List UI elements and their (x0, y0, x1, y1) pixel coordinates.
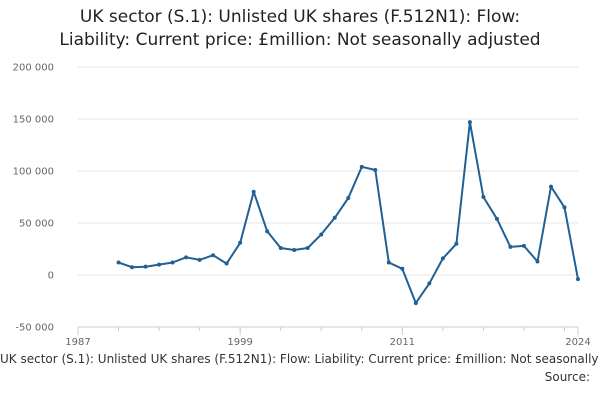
data-point[interactable] (481, 195, 486, 199)
source-label: Source: (544, 370, 590, 384)
data-point[interactable] (332, 215, 337, 220)
data-point[interactable] (251, 189, 256, 194)
axes: 200 000 150 000 100 000 50 000 0 -50 000 1987 1… (13, 63, 591, 349)
x-tick-label: 1987 (65, 337, 90, 348)
data-point[interactable] (467, 120, 472, 125)
data-point[interactable] (359, 164, 364, 169)
data-point[interactable] (211, 253, 216, 258)
grid-lines (78, 66, 578, 328)
data-point[interactable] (508, 244, 513, 249)
data-point[interactable] (265, 229, 270, 234)
data-point[interactable] (157, 262, 162, 267)
data-point[interactable] (576, 277, 580, 282)
y-tick-label: -50 000 (15, 323, 54, 334)
data-point[interactable] (305, 245, 310, 250)
data-point[interactable] (427, 281, 432, 286)
data-point[interactable] (143, 264, 148, 269)
chart-title-line-2: Liability: Current price: £million: Not … (59, 30, 541, 50)
data-point[interactable] (521, 243, 526, 248)
series-line (118, 121, 579, 305)
y-tick-label: 0 (48, 271, 54, 282)
data-point[interactable] (238, 240, 243, 245)
data-point[interactable] (454, 241, 459, 246)
x-tick-label: 2011 (390, 337, 415, 348)
data-point[interactable] (346, 196, 351, 201)
data-point[interactable] (130, 265, 135, 270)
data-point[interactable] (440, 256, 445, 261)
data-point[interactable] (535, 259, 540, 264)
data-point[interactable] (184, 255, 189, 260)
data-point[interactable] (562, 205, 567, 210)
x-tick-label: 2024 (565, 337, 590, 348)
chart-title-line-1: UK sector (S.1): Unlisted UK shares (F.5… (79, 7, 521, 27)
data-point[interactable] (170, 260, 175, 265)
data-point[interactable] (116, 260, 121, 265)
data-point[interactable] (319, 232, 324, 237)
data-point[interactable] (548, 184, 553, 189)
data-point[interactable] (413, 301, 418, 306)
data-point[interactable] (224, 261, 229, 266)
y-tick-label: 150 000 (13, 115, 54, 126)
series (116, 120, 580, 306)
x-tick-label: 1999 (227, 337, 252, 348)
data-point[interactable] (400, 266, 405, 271)
data-point[interactable] (292, 248, 297, 253)
y-tick-label: 100 000 (13, 167, 54, 178)
y-tick-label: 200 000 (13, 63, 54, 74)
data-point[interactable] (494, 216, 499, 221)
y-tick-label: 50 000 (19, 219, 54, 230)
data-point[interactable] (278, 245, 283, 250)
data-point[interactable] (197, 257, 202, 262)
legend-entry: UK sector (S.1): Unlisted UK shares (F.5… (0, 352, 600, 366)
data-point[interactable] (373, 167, 378, 172)
data-point[interactable] (386, 260, 391, 265)
chart-title: UK sector (S.1): Unlisted UK shares (F.5… (0, 6, 600, 52)
